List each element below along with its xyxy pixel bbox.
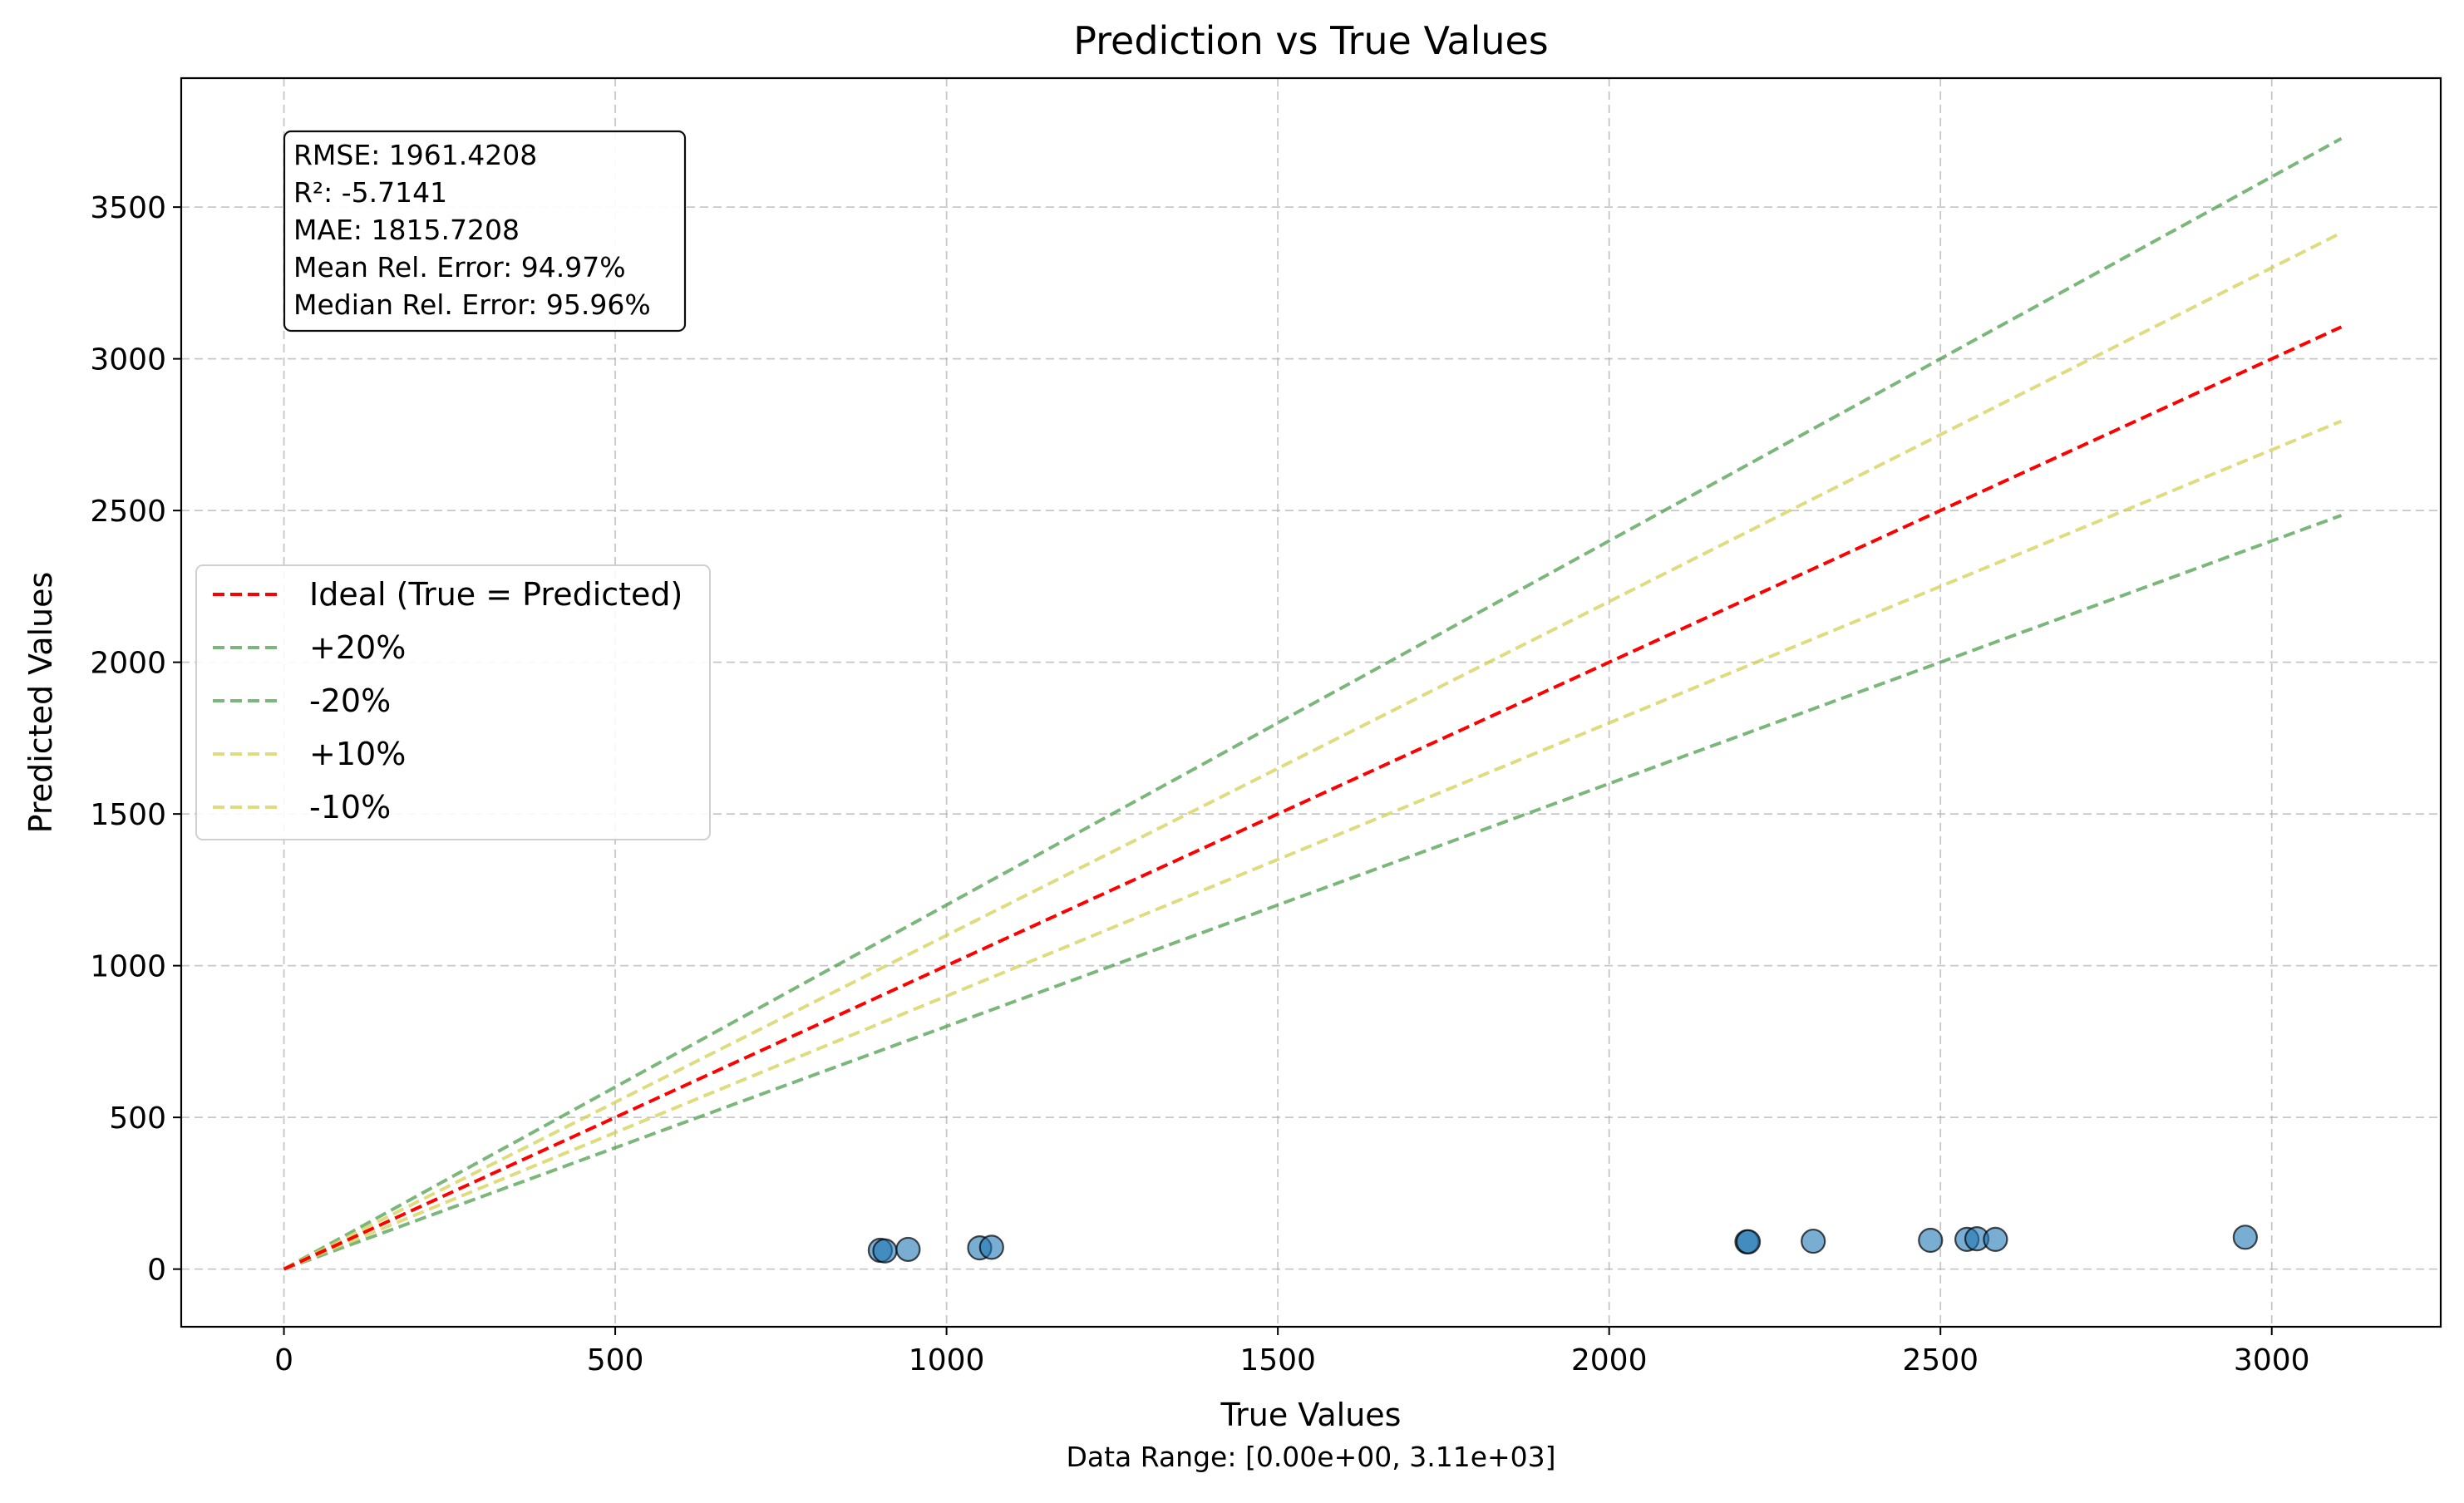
stats-r2: R²: -5.7141 [293,176,447,209]
y-tick-label: 2000 [90,647,166,681]
reference-lines [283,136,2343,1271]
reference-line [283,514,2343,1271]
y-tick-label: 0 [147,1254,166,1288]
x-axis-label: True Values [1220,1397,1402,1433]
x-tick-label: 1500 [1239,1343,1316,1377]
x-tick-label: 2500 [1902,1343,1979,1377]
data-point [978,1234,1004,1260]
x-tick-label: 0 [274,1343,293,1377]
data-point [1801,1228,1826,1254]
data-point [1918,1227,1944,1254]
reference-line [283,325,2343,1271]
legend-label: -20% [309,683,391,719]
reference-line [283,136,2343,1271]
data-point [895,1236,921,1263]
y-tick-label: 2500 [90,495,166,529]
data-point [1735,1229,1762,1254]
legend-label: +20% [309,629,406,666]
stats-rmse: RMSE: 1961.4208 [293,139,537,171]
y-tick-label: 3500 [90,191,166,225]
reference-line [283,419,2343,1271]
x-tick-label: 1000 [909,1343,985,1377]
y-tick-label: 1500 [90,798,166,832]
legend-label: Ideal (True = Predicted) [309,576,683,613]
y-axis-ticks: 0 500 1000 1500 2000 2500 3000 3500 [90,191,181,1288]
data-points [867,1225,2258,1264]
data-point [1983,1226,2008,1252]
stats-box-frame [283,130,687,333]
plot-frame [180,76,2442,1328]
data-point [872,1238,898,1264]
legend-label: +10% [309,736,406,772]
legend-frame [195,564,711,840]
legend-label: -10% [309,789,391,825]
x-tick-label: 3000 [2234,1343,2310,1377]
stats-mae: MAE: 1815.7208 [293,214,520,246]
data-range-note: Data Range: [0.00e+00, 3.11e+03] [1066,1441,1555,1473]
y-axis-label: Predicted Values [22,572,59,834]
x-tick-label: 500 [587,1343,644,1377]
data-point [2232,1225,2258,1250]
y-tick-label: 1000 [90,950,166,984]
chart-title: Prediction vs True Values [1073,18,1549,63]
y-tick-label: 3000 [90,343,166,377]
y-tick-label: 500 [109,1101,166,1136]
stats-mean-rel-error: Mean Rel. Error: 94.97% [293,251,626,283]
x-axis-ticks: 0 500 1000 1500 2000 2500 3000 [274,1327,2310,1377]
stats-median-rel-error: Median Rel. Error: 95.96% [293,288,651,321]
stats-box: RMSE: 1961.4208 R²: -5.7141 MAE: 1815.72… [283,130,687,333]
legend: Ideal (True = Predicted) +20% -20% +10% -10% [195,564,711,840]
x-tick-label: 2000 [1571,1343,1648,1377]
